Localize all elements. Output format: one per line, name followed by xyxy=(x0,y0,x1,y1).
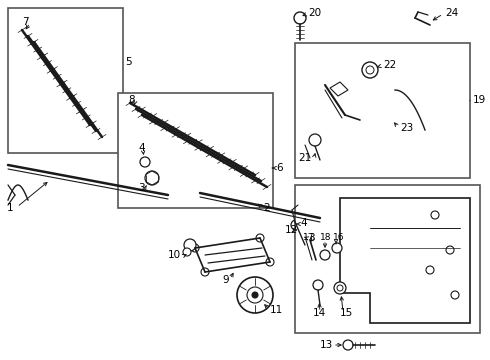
Circle shape xyxy=(266,258,274,266)
Text: 12: 12 xyxy=(285,225,298,235)
Circle shape xyxy=(337,285,343,291)
Circle shape xyxy=(183,248,191,256)
Text: 5: 5 xyxy=(125,57,132,67)
Text: 4: 4 xyxy=(138,143,145,153)
Text: 1: 1 xyxy=(7,203,14,213)
Circle shape xyxy=(446,246,454,254)
Text: 9: 9 xyxy=(222,275,229,285)
Text: 3: 3 xyxy=(308,233,315,243)
Circle shape xyxy=(247,287,263,303)
Circle shape xyxy=(145,171,159,185)
Text: 15: 15 xyxy=(340,308,353,318)
Circle shape xyxy=(334,282,346,294)
Text: 8: 8 xyxy=(128,95,135,105)
Bar xyxy=(295,185,480,333)
Polygon shape xyxy=(340,198,470,323)
Text: 24: 24 xyxy=(445,8,458,18)
Circle shape xyxy=(201,268,209,276)
Text: 16: 16 xyxy=(333,233,344,242)
Circle shape xyxy=(362,62,378,78)
Text: 18: 18 xyxy=(320,233,332,242)
Text: 22: 22 xyxy=(383,60,396,70)
Circle shape xyxy=(252,292,258,298)
Text: 23: 23 xyxy=(400,123,413,133)
Circle shape xyxy=(332,243,342,253)
Circle shape xyxy=(343,340,353,350)
Circle shape xyxy=(426,266,434,274)
Text: 20: 20 xyxy=(308,8,321,18)
Text: 6: 6 xyxy=(276,163,283,173)
Text: 21: 21 xyxy=(298,153,311,163)
Text: 3: 3 xyxy=(138,183,145,193)
Text: 19: 19 xyxy=(473,95,486,105)
Text: 17: 17 xyxy=(303,233,315,242)
Text: 10: 10 xyxy=(168,250,181,260)
Circle shape xyxy=(294,12,306,24)
Circle shape xyxy=(184,239,196,251)
Circle shape xyxy=(191,244,199,252)
Circle shape xyxy=(291,220,301,230)
Circle shape xyxy=(431,211,439,219)
Circle shape xyxy=(295,230,309,244)
Bar xyxy=(118,93,273,208)
Circle shape xyxy=(366,66,374,74)
Bar xyxy=(295,43,470,178)
Circle shape xyxy=(256,234,264,242)
Text: 7: 7 xyxy=(22,17,28,27)
Circle shape xyxy=(451,291,459,299)
Circle shape xyxy=(309,134,321,146)
Text: 4: 4 xyxy=(300,218,307,228)
Circle shape xyxy=(320,250,330,260)
Bar xyxy=(8,8,123,153)
Circle shape xyxy=(140,157,150,167)
Text: 14: 14 xyxy=(313,308,326,318)
Text: 11: 11 xyxy=(270,305,283,315)
Text: 2: 2 xyxy=(263,203,270,213)
Circle shape xyxy=(313,280,323,290)
Text: 13: 13 xyxy=(320,340,333,350)
Polygon shape xyxy=(330,82,348,96)
Circle shape xyxy=(237,277,273,313)
